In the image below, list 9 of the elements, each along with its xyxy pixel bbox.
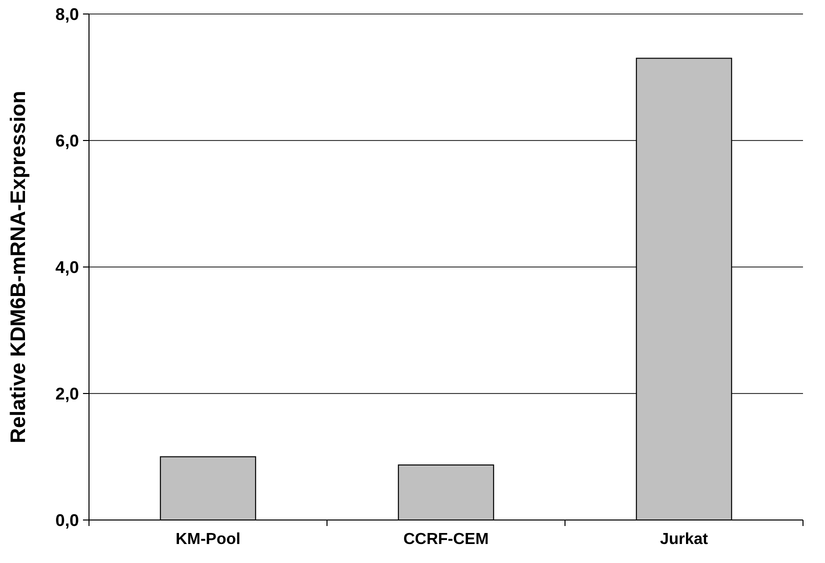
x-tick-label: CCRF-CEM	[403, 531, 489, 548]
y-axis-title: Relative KDM6B-mRNA-Expression	[7, 90, 30, 444]
y-tick-label: 4,0	[55, 258, 79, 277]
x-tick-label: Jurkat	[660, 531, 709, 548]
y-tick-label: 0,0	[55, 510, 79, 530]
y-tick-label: 6,0	[55, 131, 79, 150]
x-tick-label: KM-Pool	[176, 531, 240, 548]
y-tick-label: 8,0	[55, 4, 79, 24]
y-tick-label: 2,0	[55, 384, 79, 404]
